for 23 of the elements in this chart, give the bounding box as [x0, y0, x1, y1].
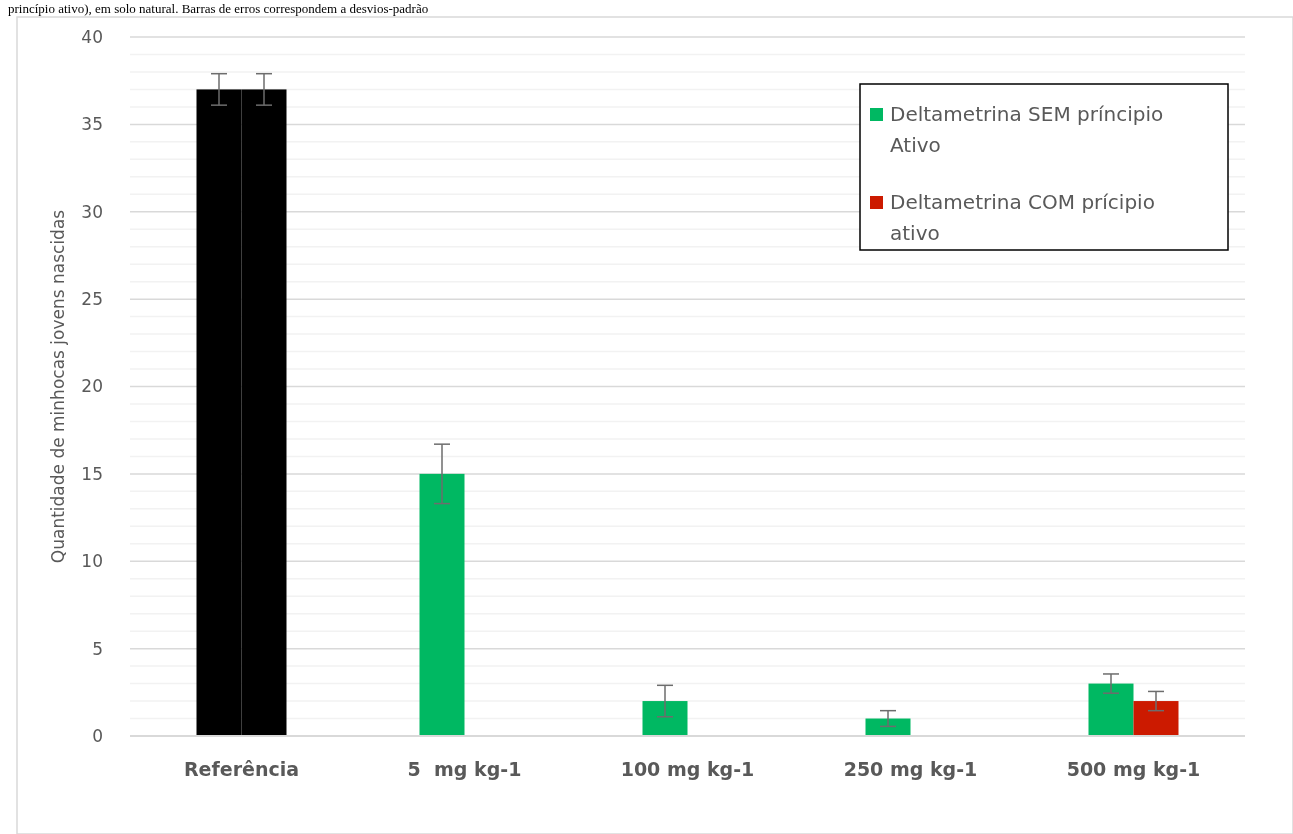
bar	[642, 701, 688, 736]
y-tick-label: 15	[81, 463, 103, 484]
x-tick-label: Referência	[183, 758, 300, 780]
legend-label: Deltametrina SEM príncipio Ativo	[890, 102, 1164, 157]
bar	[1088, 683, 1134, 736]
y-tick-label: 20	[81, 376, 103, 397]
x-tick-label: 500 mg kg-1	[1066, 758, 1201, 780]
y-tick-label: 5	[92, 638, 103, 659]
x-tick-label: 250 mg kg-1	[843, 758, 978, 780]
bar	[1133, 701, 1179, 736]
x-tick-label: 5 mg kg-1	[407, 758, 522, 780]
x-tick-label: 100 mg kg-1	[620, 758, 755, 780]
y-tick-label: 10	[81, 551, 103, 572]
y-tick-label: 25	[81, 289, 103, 310]
bar	[419, 473, 465, 736]
legend-label: Deltametrina COM prícipio ativo	[890, 190, 1155, 245]
y-axis-title: Quantidade de minhocas jovens nascidas	[48, 209, 68, 564]
y-tick-label: 0	[92, 725, 103, 746]
y-tick-label: 30	[81, 201, 103, 222]
y-tick-label: 40	[81, 26, 103, 47]
text: princípio ativo), em solo natural. Barras de erros correspondem a desvios-padrão	[8, 1, 429, 16]
bar	[865, 718, 911, 736]
y-tick-label: 35	[81, 114, 103, 135]
